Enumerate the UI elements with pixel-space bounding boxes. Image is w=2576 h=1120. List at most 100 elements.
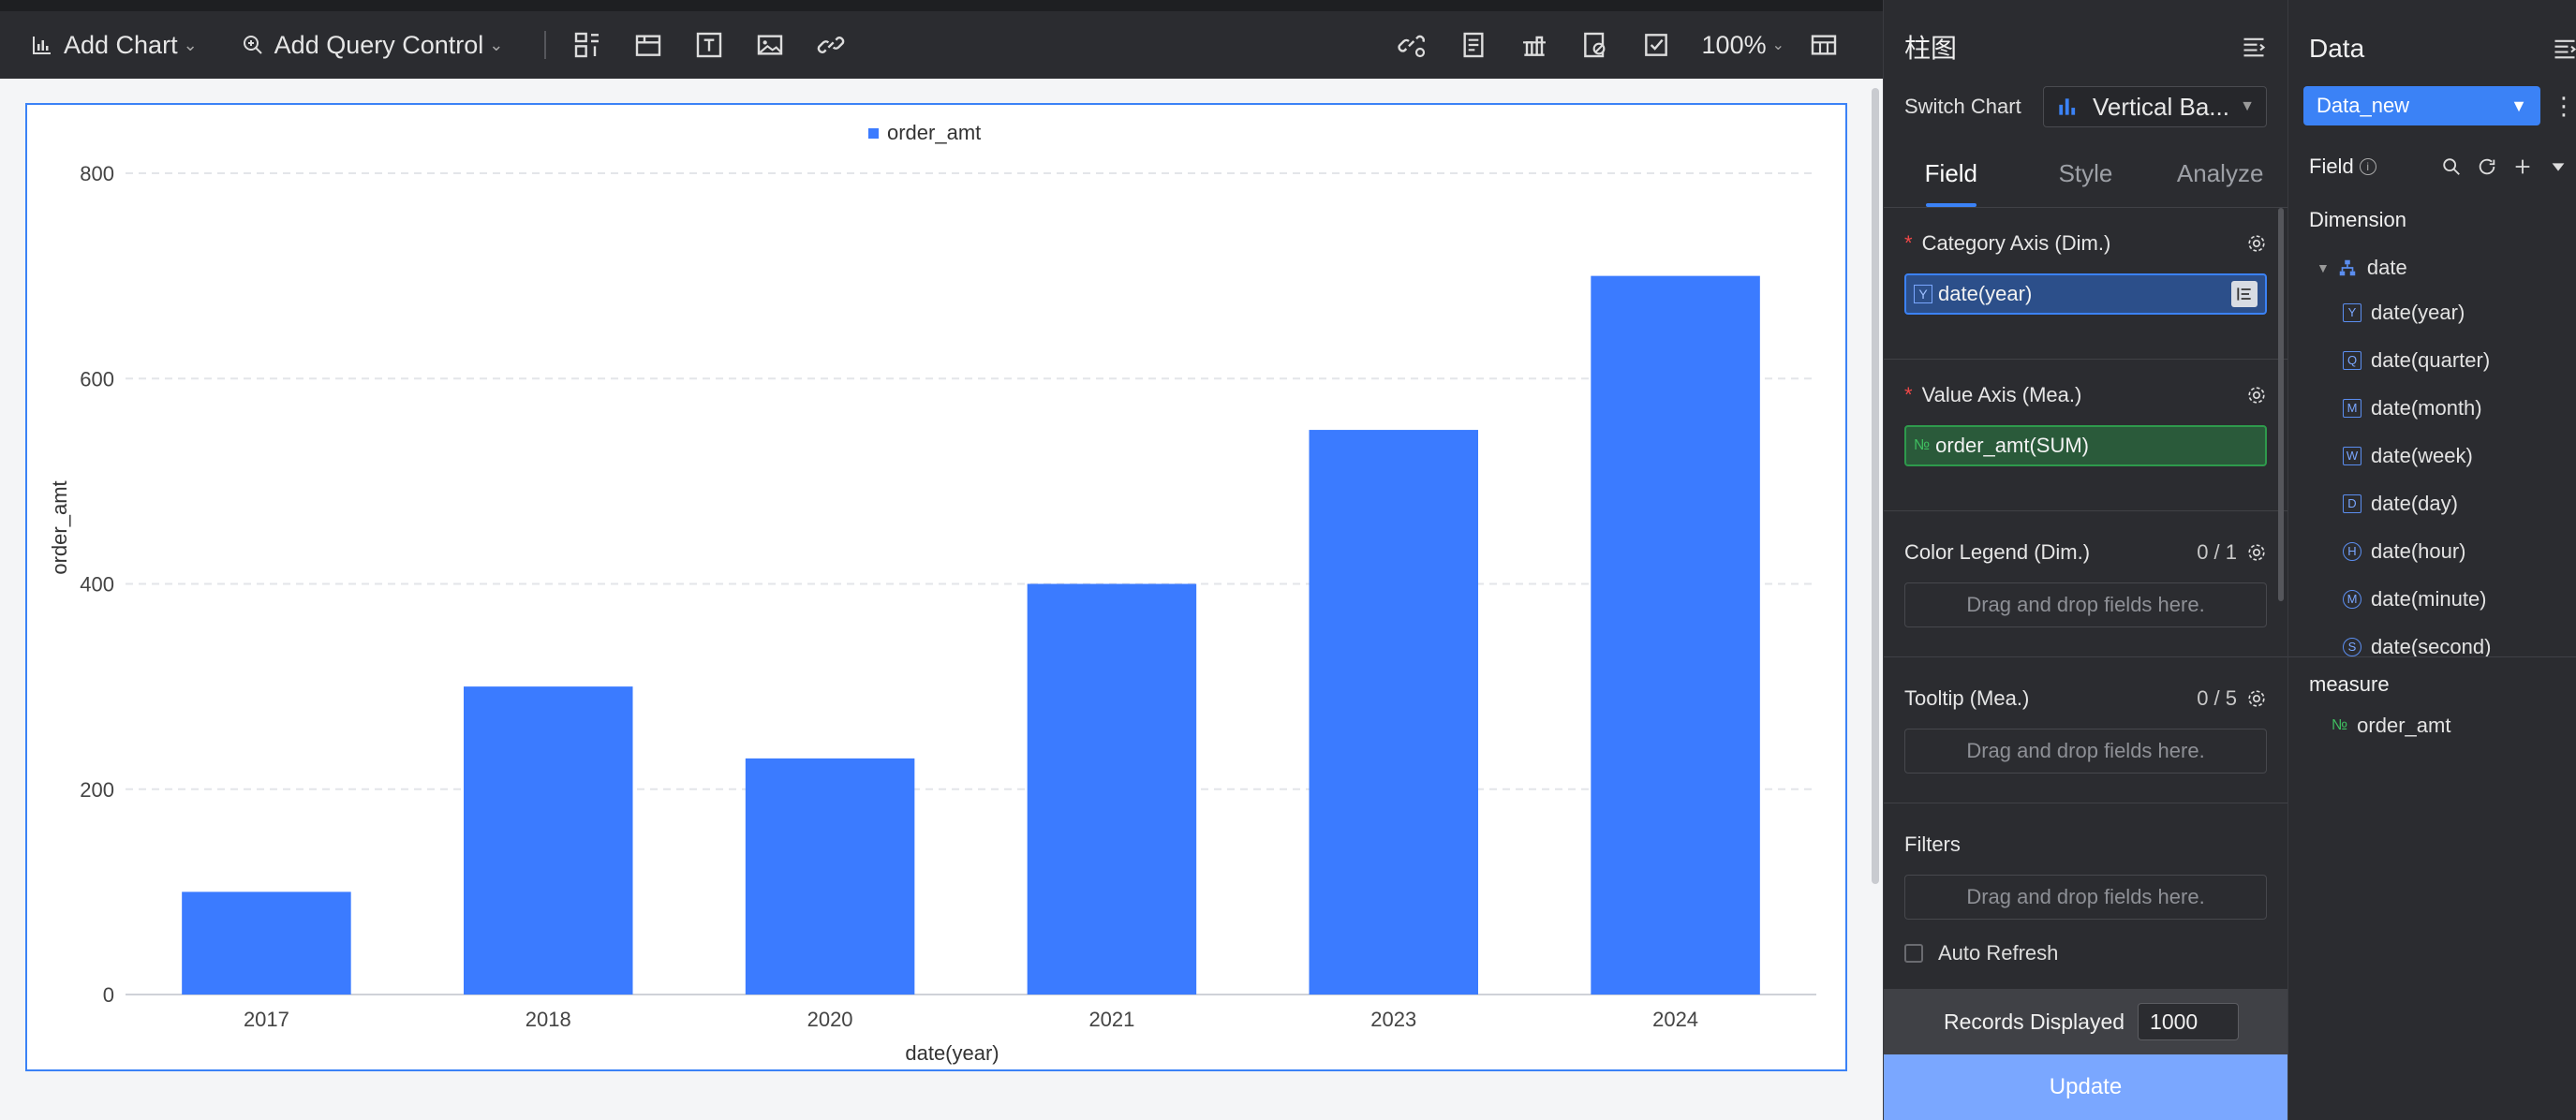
dataset-row: Data_new ▼ ⋮: [2303, 86, 2576, 125]
tree-item-label: date(month): [2371, 395, 2482, 420]
x-tick-label: 2021: [1088, 1008, 1134, 1031]
value-axis-label: Value Axis (Mea.): [1921, 383, 2082, 406]
report-icon[interactable]: [1453, 24, 1494, 66]
bar-chart-card[interactable]: 0 200 400 600 800 2017 2018 2020 2021 2023 2024 dat…: [25, 103, 1847, 1071]
more-icon[interactable]: ⋮: [2552, 91, 2576, 120]
field-tools: [2441, 156, 2569, 177]
update-button[interactable]: Update: [1884, 1054, 2287, 1120]
tree-item-date[interactable]: ▼ date: [2288, 247, 2576, 288]
chart-config-panel: 柱图 Switch Chart Vertical Ba... ▼ Field S…: [1883, 0, 2287, 1120]
category-axis-label: Category Axis (Dim.): [1921, 231, 2111, 255]
tooltip-drop-zone[interactable]: Drag and drop fields here.: [1904, 729, 2267, 774]
switch-chart-row: Switch Chart Vertical Ba... ▼: [1904, 86, 2267, 127]
tree-item-label: date(hour): [2371, 538, 2466, 563]
x-tick-label: 2017: [244, 1008, 289, 1031]
color-legend-count: 0 / 1: [2197, 540, 2237, 564]
date-part-tag-icon: H: [2343, 541, 2361, 561]
x-tick-label: 2023: [1370, 1008, 1416, 1031]
measure-item-order-amt[interactable]: № order_amt: [2332, 714, 2450, 738]
gear-icon[interactable]: [2246, 688, 2267, 709]
zoom-select[interactable]: 100% ⌄: [1702, 31, 1784, 60]
config-scrollbar[interactable]: [2278, 208, 2284, 601]
collapse-menu-icon[interactable]: [2241, 34, 2267, 60]
layout-controls-icon[interactable]: [567, 24, 608, 66]
caret-down-icon[interactable]: [2548, 156, 2569, 177]
refresh-icon[interactable]: [2477, 156, 2497, 177]
filters-label: Filters: [1904, 833, 1961, 856]
triangle-down-icon[interactable]: ▼: [2317, 260, 2330, 275]
link-icon[interactable]: [810, 24, 851, 66]
bar: [464, 686, 633, 995]
color-legend-section: Color Legend (Dim.) 0 / 1 Drag and drop …: [1884, 511, 2287, 657]
tab-analyze[interactable]: Analyze: [2176, 159, 2264, 187]
info-icon[interactable]: i: [2359, 158, 2376, 175]
required-marker: *: [1904, 383, 1913, 406]
add-query-control-button[interactable]: Add Query Control ⌄: [239, 30, 504, 60]
tab-container-icon[interactable]: [628, 24, 669, 66]
chart-settings-icon[interactable]: [1514, 24, 1555, 66]
dataset-select[interactable]: Data_new ▼: [2303, 86, 2540, 125]
category-axis-section: * Category Axis (Dim.) Y date(year): [1884, 208, 2287, 360]
add-chart-button[interactable]: Add Chart ⌄: [28, 31, 198, 60]
filters-section: Filters Drag and drop fields here. Auto …: [1884, 803, 2287, 974]
bar: [1591, 275, 1760, 995]
plus-icon[interactable]: [2512, 156, 2533, 177]
records-displayed-label: Records Displayed: [1944, 1009, 2125, 1034]
hide-preview-icon[interactable]: [1575, 24, 1616, 66]
add-query-control-label: Add Query Control: [274, 30, 484, 59]
chevron-down-icon: ⌄: [489, 35, 504, 54]
tab-field[interactable]: Field: [1884, 140, 2019, 207]
gear-icon[interactable]: [2246, 542, 2267, 563]
zoom-in-icon: [239, 31, 267, 59]
sort-icon[interactable]: [2231, 281, 2258, 307]
tree-item-label: date(minute): [2371, 586, 2487, 611]
value-axis-section: * Value Axis (Mea.) № order_amt(SUM): [1884, 360, 2287, 511]
date-part-tag-icon: Q: [2343, 350, 2361, 370]
filters-title: Filters: [1904, 824, 2267, 865]
image-icon[interactable]: [749, 24, 791, 66]
filters-drop-zone[interactable]: Drag and drop fields here.: [1904, 875, 2267, 920]
search-icon[interactable]: [2441, 156, 2462, 177]
value-axis-field[interactable]: № order_amt(SUM): [1904, 425, 2267, 466]
category-axis-field[interactable]: Y date(year): [1904, 273, 2267, 315]
bar: [1027, 583, 1197, 995]
switch-chart-select[interactable]: Vertical Ba... ▼: [2043, 86, 2267, 127]
tree-item-label: date(week): [2371, 443, 2473, 467]
check-task-icon[interactable]: [1636, 24, 1677, 66]
chevron-down-icon: ⌄: [183, 35, 198, 54]
tree-item-label: date(quarter): [2371, 347, 2491, 372]
y-axis-title: order_amt: [48, 480, 71, 574]
auto-refresh-row[interactable]: Auto Refresh: [1904, 933, 2267, 974]
table-layout-icon[interactable]: [1803, 24, 1844, 66]
records-displayed-input[interactable]: [2138, 1003, 2240, 1040]
text-icon[interactable]: [688, 24, 730, 66]
gear-icon[interactable]: [2246, 233, 2267, 254]
tree-item-label: date(year): [2371, 300, 2465, 324]
legend-swatch: [868, 128, 879, 139]
canvas-scrollbar[interactable]: [1872, 88, 1879, 884]
legend-label: order_amt: [887, 121, 981, 144]
gear-icon[interactable]: [2246, 385, 2267, 405]
bar-chart: 0 200 400 600 800 2017 2018 2020 2021 2023 2024 dat…: [48, 121, 1816, 1065]
field-config-body: * Category Axis (Dim.) Y date(year) * Va…: [1884, 208, 2287, 996]
top-toolbar: Add Chart ⌄ Add Query Control ⌄: [0, 0, 1883, 79]
color-legend-drop-zone[interactable]: Drag and drop fields here.: [1904, 582, 2267, 627]
link-settings-icon[interactable]: [1392, 24, 1433, 66]
category-axis-title: * Category Axis (Dim.): [1904, 223, 2267, 264]
collapse-menu-icon[interactable]: [2552, 36, 2576, 62]
date-part-tag-icon: M: [2343, 589, 2361, 609]
number-tag-icon: №: [1914, 437, 1931, 453]
number-tag-icon: №: [2332, 717, 2348, 733]
tab-style[interactable]: Style: [2058, 159, 2113, 187]
auto-refresh-checkbox[interactable]: [1904, 944, 1923, 963]
chart-name: 柱图: [1904, 34, 1958, 63]
value-axis-title: * Value Axis (Mea.): [1904, 375, 2267, 416]
